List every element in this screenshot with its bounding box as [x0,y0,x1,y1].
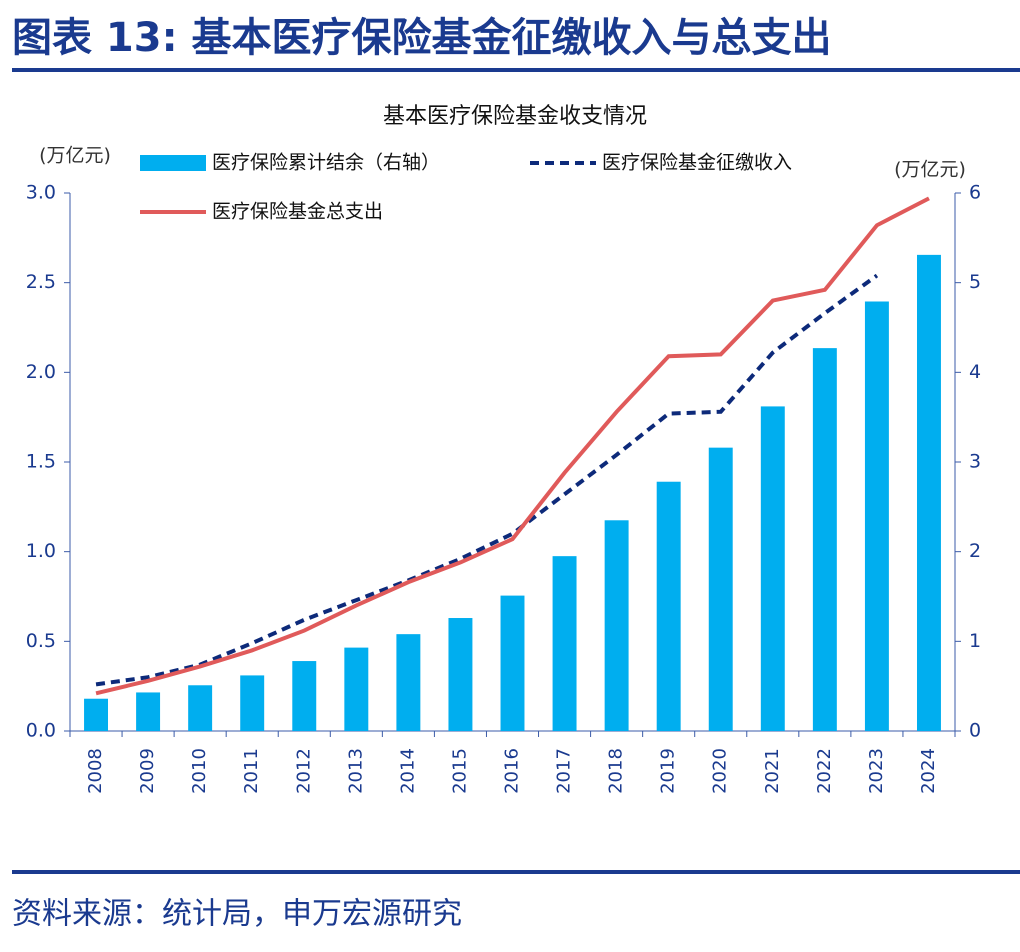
page-title: 图表 13: 基本医疗保险基金征缴收入与总支出 [12,15,832,61]
x-tick-label: 2017 [554,748,575,794]
bar [500,595,525,731]
bar [84,698,109,731]
line-series [95,273,879,687]
bar [396,634,421,731]
x-tick-label: 2018 [606,748,627,794]
header-rule [12,68,1020,72]
y-tick-label: 3.0 [26,182,56,204]
bar [136,692,161,731]
x-tick-label: 2024 [918,748,939,794]
y2-tick-label: 5 [969,271,981,293]
bar [708,447,733,731]
bar [656,481,681,731]
legend-label: 医疗保险基金总支出 [212,201,383,223]
bar [864,301,889,731]
bar [344,647,369,731]
source-note: 资料来源：统计局，申万宏源研究 [12,897,462,932]
x-tick-label: 2015 [449,748,470,794]
x-tick-label: 2020 [710,748,731,794]
x-tick-label: 2023 [866,748,887,794]
bar [916,254,941,731]
y-tick-label: 0.5 [26,630,56,652]
bar [448,618,473,731]
x-tick-label: 2021 [762,748,783,794]
x-tick-label: 2008 [85,748,106,794]
bar [292,661,317,731]
y-tick-label: 0.0 [26,720,56,742]
y-tick-label: 1.0 [26,540,56,562]
x-tick-label: 2009 [137,748,158,794]
y2-tick-label: 0 [969,720,981,742]
x-tick-label: 2013 [345,748,366,794]
x-tick-label: 2022 [814,748,835,794]
chart-title: 基本医疗保险基金收支情况 [383,104,647,129]
y-axis-label: (万亿元) [39,145,111,167]
legend-swatch [140,155,206,171]
line-series [95,196,930,696]
bar [240,675,265,731]
y2-tick-label: 4 [969,361,981,383]
footer-rule [12,870,1020,874]
y2-axis-label: (万亿元) [894,159,966,181]
y-tick-label: 2.5 [26,271,56,293]
x-tick-label: 2016 [502,748,523,794]
x-tick-label: 2011 [241,748,262,794]
y2-tick-label: 2 [969,540,981,562]
x-tick-label: 2010 [189,748,210,794]
x-tick-label: 2012 [293,748,314,794]
y2-tick-label: 3 [969,451,981,473]
y2-tick-label: 1 [969,630,981,652]
bar [188,685,213,731]
bar [552,556,577,731]
y-tick-label: 2.0 [26,361,56,383]
y-tick-label: 1.5 [26,451,56,473]
bar [812,348,837,731]
bar [760,406,785,731]
x-tick-label: 2019 [658,748,679,794]
y2-tick-label: 6 [969,182,981,204]
legend-label: 医疗保险基金征缴收入 [602,152,792,174]
bar [604,520,629,731]
x-tick-label: 2014 [397,748,418,794]
legend-label: 医疗保险累计结余（右轴） [212,152,440,174]
